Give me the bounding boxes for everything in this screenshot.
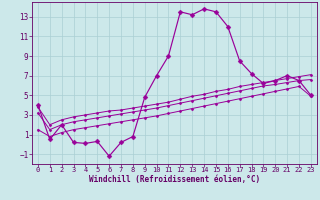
X-axis label: Windchill (Refroidissement éolien,°C): Windchill (Refroidissement éolien,°C) [89, 175, 260, 184]
